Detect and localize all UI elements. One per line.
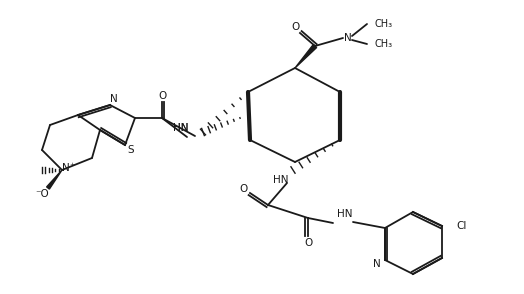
Polygon shape [295, 44, 316, 68]
Text: N: N [110, 94, 118, 104]
Text: Cl: Cl [456, 221, 466, 231]
Text: N: N [62, 163, 70, 173]
Text: O: O [305, 238, 313, 248]
Text: HN: HN [273, 175, 289, 185]
Text: S: S [128, 145, 134, 155]
Text: O: O [240, 184, 248, 194]
Text: CH₃: CH₃ [375, 19, 393, 29]
Text: +: + [69, 161, 74, 166]
Text: N: N [344, 33, 352, 43]
Text: HN: HN [173, 123, 189, 133]
Text: ⁻O: ⁻O [35, 189, 49, 199]
Text: HN: HN [173, 123, 189, 133]
Polygon shape [47, 170, 62, 189]
Text: O: O [159, 91, 167, 101]
Text: O: O [292, 22, 300, 32]
Text: N: N [373, 259, 381, 269]
Text: CH₃: CH₃ [375, 39, 393, 49]
Text: HN: HN [337, 209, 353, 219]
